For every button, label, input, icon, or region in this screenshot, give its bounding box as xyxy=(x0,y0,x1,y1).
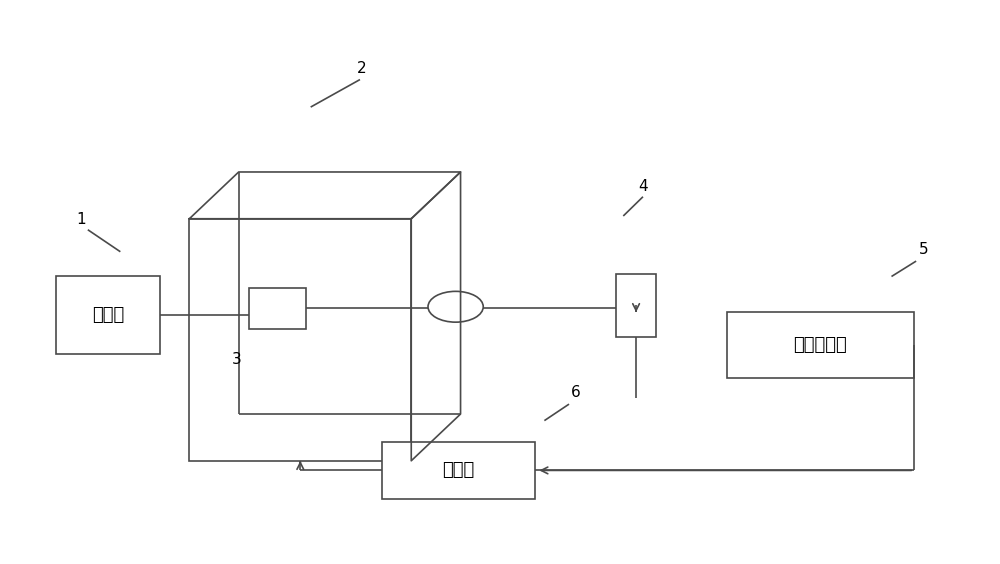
Text: 6: 6 xyxy=(571,385,581,400)
Bar xyxy=(727,312,914,378)
Text: 2: 2 xyxy=(357,61,367,76)
Bar xyxy=(56,276,160,354)
Text: 5: 5 xyxy=(919,243,929,257)
Text: 激光器: 激光器 xyxy=(92,306,124,324)
Text: 信号处理器: 信号处理器 xyxy=(794,336,847,354)
Bar xyxy=(189,219,411,461)
Text: 3: 3 xyxy=(232,352,242,367)
Text: 计算机: 计算机 xyxy=(442,461,474,479)
Bar xyxy=(382,442,535,499)
Text: 1: 1 xyxy=(76,212,86,227)
Text: 4: 4 xyxy=(638,179,648,194)
Bar xyxy=(249,288,306,329)
Bar xyxy=(616,274,656,337)
